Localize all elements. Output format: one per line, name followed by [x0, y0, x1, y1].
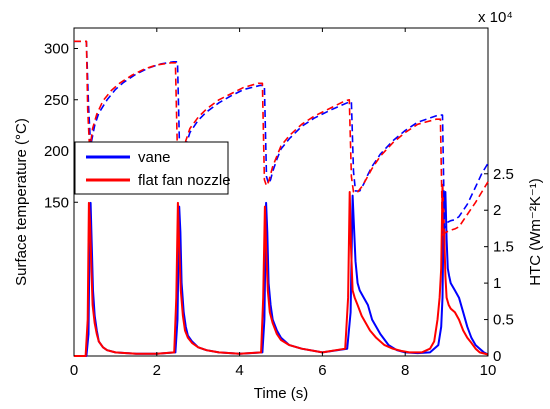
- x-tick-label: 8: [401, 362, 409, 379]
- y-right-tick-label: 0: [493, 348, 501, 365]
- y-left-tick-label: 200: [44, 143, 69, 160]
- y-right-tick-label: 1: [493, 275, 501, 292]
- series-line-htc-flat-fan-nozzle: [74, 183, 489, 357]
- x-tick-label: 10: [480, 362, 497, 379]
- y-left-tick-label: 250: [44, 92, 69, 109]
- x-axis-label: Time (s): [254, 385, 308, 402]
- y-right-tick-label: 0.5: [493, 312, 514, 329]
- legend-label-vane: vane: [138, 149, 171, 166]
- legend-label-flat-fan-nozzle: flat fan nozzle: [138, 172, 231, 189]
- x-tick-label: 0: [70, 362, 78, 379]
- series-line-temperature-flat-fan-nozzle: [74, 40, 489, 236]
- y-right-axis-ticks: 0 0.5 1 1.5 2 2.5: [484, 166, 514, 365]
- series-layer: [74, 40, 489, 357]
- series-line-temperature-vane: [74, 40, 489, 229]
- y-right-tick-label: 2: [493, 202, 501, 219]
- y-left-axis-label: Surface temperature (°C): [13, 118, 30, 286]
- y-right-tick-label: 2.5: [493, 166, 514, 183]
- y-right-axis-label: HTC (Wm⁻²K⁻¹): [527, 178, 544, 285]
- y-left-tick-label: 150: [44, 194, 69, 211]
- y-right-tick-label: 1.5: [493, 239, 514, 256]
- legend-box: [74, 141, 229, 195]
- legend: vane flat fan nozzle: [74, 141, 231, 195]
- y-left-axis-ticks: 150 200 250 300: [44, 41, 78, 211]
- x-tick-label: 6: [318, 362, 326, 379]
- x-tick-label: 2: [153, 362, 161, 379]
- y-right-axis-multiplier: x 10⁴: [478, 9, 513, 26]
- y-left-tick-label: 300: [44, 41, 69, 58]
- x-axis-ticks: 0 2 4 6 8 10: [70, 28, 497, 379]
- x-tick-label: 4: [235, 362, 243, 379]
